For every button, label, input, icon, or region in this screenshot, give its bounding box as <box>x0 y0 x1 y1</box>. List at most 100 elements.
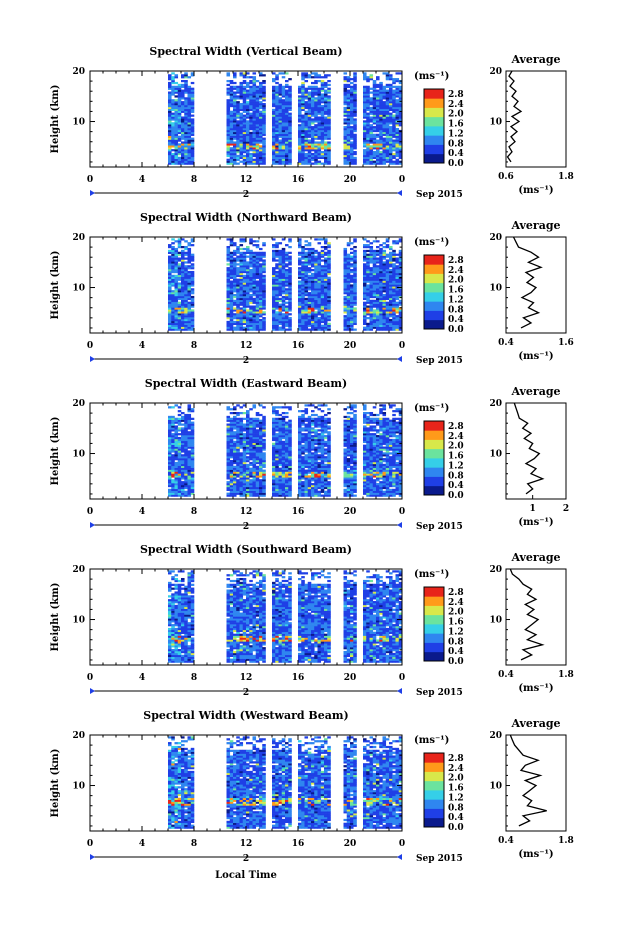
x-tick-label: 12 <box>240 341 253 351</box>
heatmap-cell <box>307 320 312 324</box>
heatmap-cell <box>327 131 331 135</box>
heatmap-cell <box>233 276 237 279</box>
heatmap-cell <box>389 129 393 133</box>
heatmap-cell <box>171 282 175 285</box>
heatmap-cell <box>168 297 172 301</box>
heatmap-cell <box>363 129 367 133</box>
heatmap-cell <box>246 326 250 329</box>
heatmap-cell <box>314 103 318 106</box>
heatmap-cell <box>278 154 283 158</box>
heatmap-cell <box>314 251 318 254</box>
heatmap-cell <box>168 477 172 480</box>
heatmap-cell <box>190 156 195 160</box>
heatmap-cell <box>252 315 257 318</box>
heatmap-cell <box>311 126 315 129</box>
heatmap-cell <box>376 315 380 318</box>
heatmap-cell <box>233 154 237 158</box>
heatmap-cell <box>317 305 322 308</box>
colorbar-segment <box>424 135 444 145</box>
heatmap-cell <box>226 91 231 94</box>
heatmap-cell <box>272 255 276 258</box>
heatmap-cell <box>379 322 383 326</box>
heatmap-cell <box>255 259 260 262</box>
heatmap-cell <box>278 317 283 320</box>
heatmap-cell <box>346 76 351 79</box>
heatmap-cell <box>285 108 289 112</box>
heatmap-cell <box>262 149 266 152</box>
heatmap-cell <box>379 101 383 104</box>
heatmap-cell <box>187 261 192 264</box>
heatmap-cell <box>275 143 279 146</box>
heatmap-cell <box>181 290 185 293</box>
heatmap-cell <box>385 127 390 131</box>
heatmap-cell <box>372 293 377 297</box>
heatmap-cell <box>249 255 253 258</box>
heatmap-cell <box>184 307 188 310</box>
average-y-tick-label: 10 <box>489 284 502 294</box>
heatmap-cell <box>255 147 260 150</box>
heatmap-cell <box>320 162 325 165</box>
heatmap-cell <box>177 465 182 468</box>
y-tick-label: 10 <box>72 118 85 128</box>
heatmap-cell <box>187 483 192 486</box>
heatmap-cell <box>181 263 185 266</box>
heatmap-cell <box>226 328 231 331</box>
heatmap-cell <box>275 242 279 245</box>
heatmap-cell <box>301 303 305 306</box>
heatmap-cell <box>174 276 179 279</box>
heatmap-cell <box>281 162 286 165</box>
heatmap-cell <box>187 282 192 285</box>
heatmap-cell <box>343 328 348 331</box>
heatmap-cell <box>229 95 234 98</box>
heatmap-cell <box>246 149 250 152</box>
heatmap-cell <box>311 247 315 251</box>
heatmap-cell <box>369 290 374 293</box>
heatmap-cell <box>242 284 247 287</box>
heatmap-cell <box>343 106 348 110</box>
heatmap-cell <box>255 253 260 256</box>
heatmap-cell <box>226 459 231 463</box>
heatmap-cell <box>350 257 354 260</box>
heatmap-cell <box>281 124 286 127</box>
heatmap-cell <box>262 112 266 115</box>
heatmap-cell <box>239 324 244 327</box>
heatmap-cell <box>226 87 231 90</box>
heatmap-cell <box>226 133 231 136</box>
heatmap-cell <box>259 104 263 108</box>
heatmap-cell <box>346 290 351 293</box>
heatmap-cell <box>327 301 331 304</box>
heatmap-cell <box>298 114 302 117</box>
heatmap-cell <box>392 143 396 146</box>
heatmap-cell <box>246 247 250 251</box>
heatmap-cell <box>363 160 367 163</box>
heatmap-cell <box>229 301 234 304</box>
heatmap-cell <box>233 242 237 245</box>
heatmap-cell <box>385 95 390 98</box>
heatmap-cell <box>259 114 263 117</box>
heatmap-cell <box>301 76 305 79</box>
heatmap-cell <box>177 448 182 451</box>
heatmap-cell <box>398 114 403 117</box>
heatmap-cell <box>177 87 182 90</box>
heatmap-cell <box>184 446 188 449</box>
heatmap-cell <box>327 245 331 249</box>
heatmap-cell <box>275 311 279 314</box>
heatmap-cell <box>177 276 182 279</box>
heatmap-cell <box>177 112 182 115</box>
heatmap-cell <box>379 118 383 121</box>
heatmap-cell <box>392 129 396 133</box>
heatmap-cell <box>317 116 322 119</box>
heatmap-cell <box>327 290 331 293</box>
heatmap-cell <box>353 87 357 90</box>
heatmap-cell <box>314 97 318 100</box>
heatmap-cell <box>385 91 390 94</box>
heatmap-cell <box>285 114 289 117</box>
heatmap-cell <box>242 85 247 88</box>
heatmap-cell <box>171 492 175 495</box>
heatmap-cell <box>392 240 396 243</box>
heatmap-cell <box>369 311 374 314</box>
heatmap-cell <box>327 311 331 314</box>
heatmap-cell <box>259 101 263 104</box>
heatmap-cell <box>382 139 387 142</box>
heatmap-cell <box>255 101 260 104</box>
